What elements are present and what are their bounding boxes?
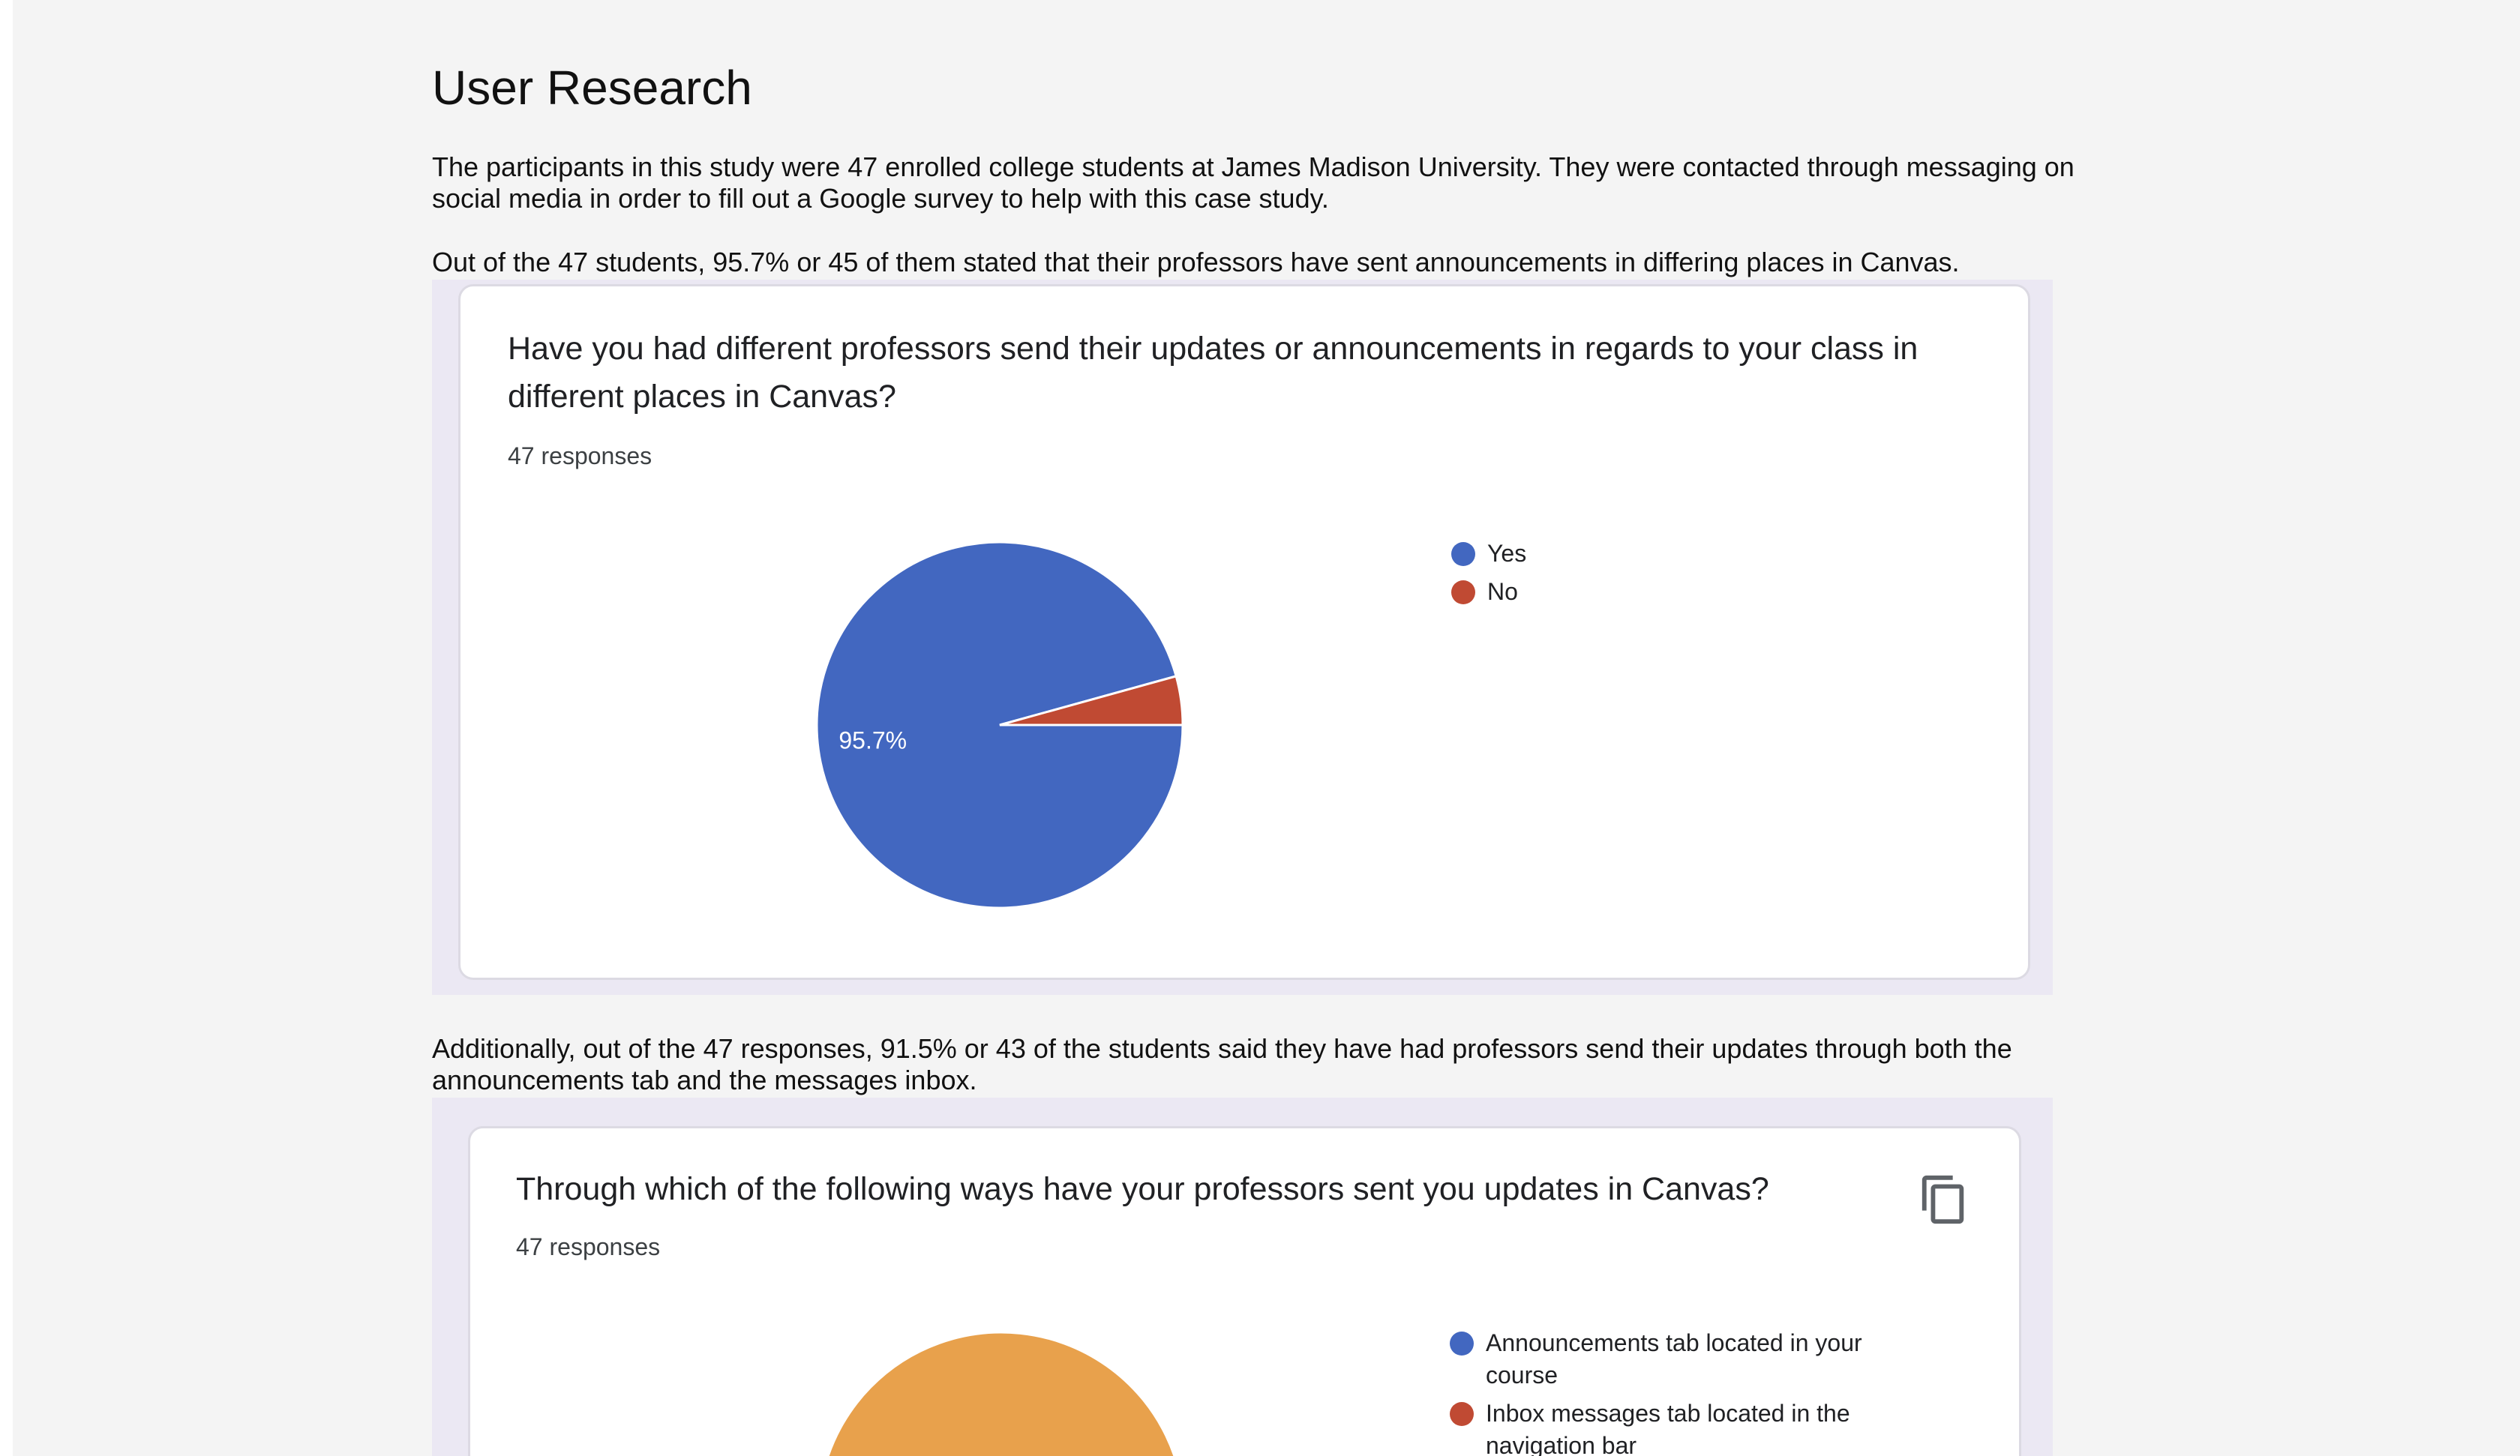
charts: 95.7% [815, 541, 1184, 1456]
response-count: 47 responses [508, 442, 652, 469]
pie-slice [826, 1331, 1176, 1456]
legend-item: No [1451, 576, 1518, 608]
heading: User Research [432, 61, 752, 115]
legend-label: No [1487, 578, 1518, 605]
pie-slice [999, 675, 1184, 727]
legend-item: Announcements tab located in your course [1450, 1327, 1870, 1392]
chart-title: Have you had different professors send t… [508, 331, 1918, 415]
chart-card [468, 1126, 2021, 1456]
document: User Research The participants in this s… [13, 0, 2520, 1456]
response-count: 47 responses [516, 1233, 661, 1260]
legend-label: Inbox messages tab located in the naviga… [1486, 1400, 1850, 1456]
chart-title: Through which of the following ways have… [516, 1171, 1769, 1207]
legend-label: Yes [1487, 540, 1527, 567]
chart-card [458, 284, 2030, 980]
paragraph: The participants in this study were 47 e… [432, 151, 2074, 214]
legend-item: Inbox messages tab located in the naviga… [1450, 1398, 1870, 1456]
copy-icon[interactable] [1918, 1173, 1970, 1226]
legend-item: Yes [1451, 538, 1526, 570]
paragraph: Additionally, out of the 47 responses, 9… [432, 1033, 2012, 1095]
legend-swatch [1451, 542, 1475, 566]
legend-swatch [1451, 580, 1475, 604]
legend-label: Announcements tab located in your course [1486, 1329, 1862, 1389]
legend-swatch [1450, 1332, 1474, 1356]
legend-swatch [1450, 1402, 1474, 1426]
paragraph: Out of the 47 students, 95.7% or 45 of t… [432, 247, 1960, 277]
slice-label: 95.7% [838, 727, 907, 753]
